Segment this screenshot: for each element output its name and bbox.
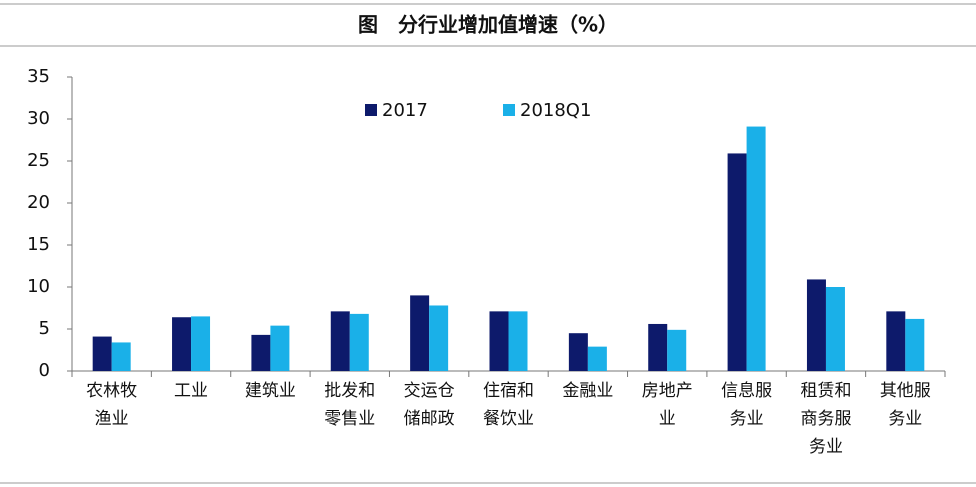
bar <box>410 295 430 371</box>
x-tick-label-line: 租赁和 <box>800 381 851 401</box>
bar <box>727 153 747 371</box>
bar <box>508 311 528 371</box>
bar <box>667 329 687 371</box>
bar <box>251 334 271 371</box>
x-tick-label-line: 储邮政 <box>404 409 455 429</box>
x-tick-label-line: 房地产 <box>642 381 693 401</box>
bar <box>111 342 131 371</box>
x-tick-label-line: 渔业 <box>95 409 129 429</box>
bar <box>746 126 766 371</box>
x-tick-label-line: 信息服 <box>721 381 772 401</box>
bar <box>568 333 588 371</box>
x-tick-label-line: 其他服 <box>880 381 931 401</box>
bar <box>349 313 369 371</box>
legend-label: 2018Q1 <box>520 100 591 121</box>
bar <box>191 316 211 371</box>
x-tick-label: 其他服务业 <box>880 381 931 429</box>
x-tick-label-line: 农林牧 <box>86 381 137 401</box>
y-tick-label: 10 <box>27 276 50 297</box>
chart-title: 图 分行业增加值增速（%） <box>358 13 618 37</box>
bar <box>489 311 509 371</box>
x-tick-label-line: 餐饮业 <box>483 409 534 429</box>
x-tick-label: 工业 <box>174 381 208 401</box>
bar <box>587 346 607 371</box>
x-tick-label-line: 金融业 <box>562 381 613 401</box>
x-tick-label: 房地产业 <box>642 381 693 429</box>
bar <box>270 325 290 371</box>
y-tick-label: 15 <box>27 234 50 255</box>
x-tick-label: 批发和零售业 <box>324 381 375 429</box>
x-tick-label: 租赁和商务服务业 <box>800 381 851 457</box>
legend-label: 2017 <box>382 100 428 121</box>
bar <box>92 336 112 371</box>
x-tick-label: 金融业 <box>562 381 613 401</box>
bar <box>806 279 826 371</box>
x-tick-label: 农林牧渔业 <box>86 381 137 429</box>
y-tick-label: 20 <box>27 192 50 213</box>
legend-swatch <box>365 104 377 116</box>
x-tick-label-line: 工业 <box>174 381 208 401</box>
bar <box>648 323 668 371</box>
x-tick-label-line: 业 <box>659 409 676 429</box>
x-tick-label-line: 住宿和 <box>483 381 534 401</box>
bar <box>330 311 350 371</box>
x-tick-label-line: 商务服 <box>800 409 851 429</box>
x-tick-label: 住宿和餐饮业 <box>483 381 534 429</box>
bar <box>172 317 192 371</box>
y-tick-label: 35 <box>27 66 50 87</box>
x-tick-label-line: 务业 <box>730 409 764 429</box>
x-tick-label: 建筑业 <box>245 381 296 401</box>
legend-swatch <box>503 104 515 116</box>
x-tick-label-line: 交运仓 <box>404 381 455 401</box>
x-tick-label-line: 批发和 <box>324 381 375 401</box>
x-tick-label: 信息服务业 <box>721 381 772 429</box>
y-tick-label: 5 <box>39 318 50 339</box>
x-tick-label-line: 零售业 <box>324 409 375 429</box>
x-tick-label-line: 建筑业 <box>245 381 296 401</box>
x-tick-label-line: 务业 <box>809 437 843 457</box>
y-tick-label: 30 <box>27 108 50 129</box>
y-tick-label: 0 <box>39 360 50 381</box>
bar <box>905 318 925 371</box>
bar <box>886 311 906 371</box>
bar <box>825 287 845 371</box>
x-tick-label-line: 务业 <box>888 409 922 429</box>
bar <box>429 305 449 371</box>
x-tick-label: 交运仓储邮政 <box>404 381 455 429</box>
y-tick-label: 25 <box>27 150 50 171</box>
